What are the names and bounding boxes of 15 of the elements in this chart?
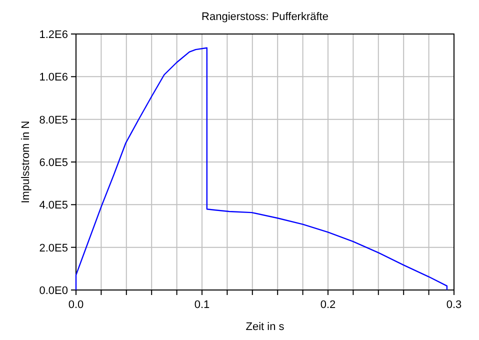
x-tick-label: 0.1 — [194, 299, 210, 311]
y-tick-label: 6.0E5 — [39, 157, 68, 169]
x-tick-label: 0.2 — [320, 299, 336, 311]
y-axis-title: Impulsstrom in N — [20, 120, 32, 204]
y-tick-label: 4.0E5 — [39, 200, 68, 212]
x-tick-label: 0.0 — [68, 299, 84, 311]
x-axis-title: Zeit in s — [246, 321, 285, 333]
y-tick-label: 2.0E5 — [39, 242, 68, 254]
chart-title: Rangierstoss: Pufferkräfte — [202, 11, 328, 23]
line-series — [75, 47, 448, 291]
x-tick-label: 0.3 — [446, 299, 462, 311]
y-tick-label: 1.0E6 — [39, 72, 68, 84]
y-tick-label: 1.2E6 — [39, 29, 68, 41]
y-tick-label: 0.0E0 — [39, 285, 68, 297]
y-tick-label: 8.0E5 — [39, 114, 68, 126]
